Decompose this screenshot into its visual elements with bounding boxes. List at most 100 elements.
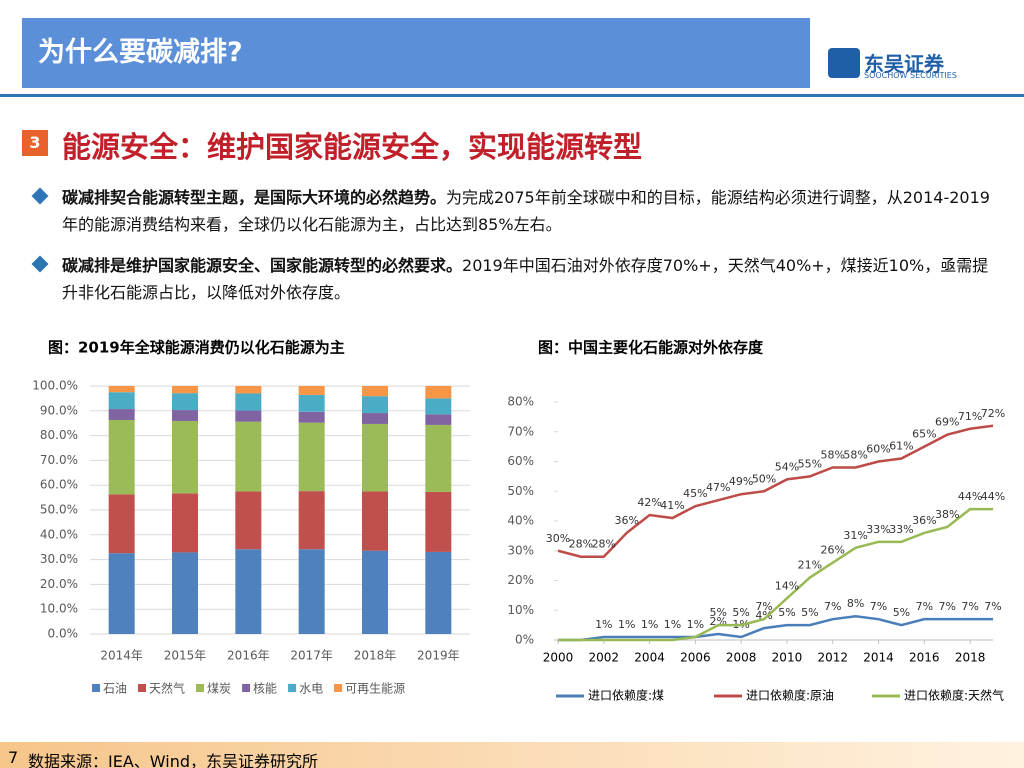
legend-swatch xyxy=(196,684,205,692)
line xyxy=(558,614,993,642)
value-label: 58% xyxy=(821,448,845,461)
page-number: 7 xyxy=(8,748,19,767)
section-number: 3 xyxy=(22,130,48,156)
chart-title: 图：中国主要化石能源对外依存度 xyxy=(538,339,764,357)
legend-label: 天然气 xyxy=(149,681,185,696)
bar-segment xyxy=(235,549,262,634)
value-label: 50% xyxy=(752,472,776,485)
bar-segment xyxy=(235,421,262,492)
legend-label: 进口依赖度:天然气 xyxy=(904,688,1004,703)
value-label: 1% xyxy=(687,618,704,631)
x-tick-label: 2006 xyxy=(680,651,711,665)
x-tick-label: 2010 xyxy=(772,651,803,665)
charts: 图：2019年全球能源消费仍以化石能源为主 0.0% 10.0% 20.0% 30.0%… xyxy=(32,339,1005,703)
bar-segment xyxy=(172,410,198,421)
value-label: 30% xyxy=(546,532,570,545)
legend-label: 进口依赖度:煤 xyxy=(588,688,664,703)
source: 数据来源：IEA、Wind，东吴证券研究所 xyxy=(28,752,318,768)
bar-segment xyxy=(298,411,325,423)
value-label: 7% xyxy=(984,600,1001,613)
value-label: 7% xyxy=(938,600,955,613)
value-label: 60% xyxy=(866,443,890,456)
y-tick-label: 40% xyxy=(507,514,534,528)
x-tick-label: 2014年 xyxy=(100,649,143,663)
y-tick-label: 50% xyxy=(507,484,534,498)
y-tick-label: 30.0% xyxy=(40,552,78,566)
value-label: 47% xyxy=(706,481,730,494)
value-label: 28% xyxy=(569,538,593,551)
header-bar xyxy=(22,18,810,88)
legend-swatch xyxy=(92,684,100,692)
value-label: 1% xyxy=(595,618,612,631)
line xyxy=(557,424,994,558)
y-tick-label: 80.0% xyxy=(40,428,78,442)
value-label: 8% xyxy=(847,597,864,610)
y-tick-label: 10.0% xyxy=(40,602,78,616)
bullet-bold: 碳减排契合能源转型主题，是国际大环境的必然趋势。 xyxy=(62,188,447,207)
x-tick-label: 2017年 xyxy=(290,649,333,663)
legend-label: 进口依赖度:原油 xyxy=(746,688,834,703)
header-line xyxy=(0,94,1024,97)
legend-label: 石油 xyxy=(103,682,127,696)
value-label: 31% xyxy=(843,529,867,542)
value-label: 7% xyxy=(916,600,933,613)
value-label: 4% xyxy=(755,609,772,622)
x-tick-label: 2004 xyxy=(634,651,665,665)
bar-segment xyxy=(362,550,388,634)
bar-segment xyxy=(298,491,325,550)
bar-segment xyxy=(235,393,262,411)
value-label: 33% xyxy=(889,523,913,536)
y-tick-label: 70.0% xyxy=(40,453,78,467)
bar-segment xyxy=(235,386,262,394)
y-tick-label: 30% xyxy=(507,543,534,557)
bar-segment xyxy=(425,551,452,634)
value-label: 5% xyxy=(801,606,818,619)
legend-swatch xyxy=(242,684,251,692)
bar-segment xyxy=(425,491,452,552)
bullet-bold: 碳减排是维护国家能源安全、国家能源转型的必然要求。 xyxy=(62,256,463,275)
legend-swatch xyxy=(288,684,297,692)
x-tick-label: 2018年 xyxy=(354,649,397,663)
section-title: 能源安全：维护国家能源安全，实现能源转型 xyxy=(62,130,643,164)
value-label: 26% xyxy=(821,544,845,557)
value-label: 5% xyxy=(778,606,795,619)
x-tick-label: 2016 xyxy=(909,651,940,665)
value-label: 1% xyxy=(618,618,635,631)
chart-title: 图：2019年全球能源消费仍以化石能源为主 xyxy=(48,339,345,357)
legend-label: 核能 xyxy=(253,682,277,696)
y-tick-label: 100.0% xyxy=(32,379,78,393)
bar-segment xyxy=(172,493,198,553)
bar-segment xyxy=(172,420,198,494)
logo-subtext: SOOCHOW SECURITIES xyxy=(864,71,957,80)
y-tick-label: 40.0% xyxy=(40,527,78,541)
legend-swatch xyxy=(334,684,343,692)
y-tick-label: 80% xyxy=(507,395,534,409)
logo-icon xyxy=(828,48,860,78)
value-label: 7% xyxy=(824,600,841,613)
bar-segment xyxy=(172,552,198,634)
x-tick-label: 2016年 xyxy=(227,649,270,663)
value-label: 7% xyxy=(961,600,978,613)
value-label: 42% xyxy=(637,496,661,509)
value-label: 69% xyxy=(935,416,959,429)
header-title: 为什么要碳减排? xyxy=(38,37,243,68)
y-tick-label: 50.0% xyxy=(40,503,78,517)
x-tick-label: 2018 xyxy=(955,651,986,665)
bar-segment xyxy=(425,414,452,425)
legend-swatch xyxy=(138,684,147,692)
y-tick-label: 70% xyxy=(507,424,534,438)
value-label: 38% xyxy=(935,508,959,521)
footer-bar xyxy=(0,742,1024,768)
bar-segment xyxy=(108,419,135,495)
bullet-text: 为完成2075年前全球碳中和的目标，能源结构必须进行调整，从2014-2019年… xyxy=(62,188,990,234)
value-label: 28% xyxy=(592,538,616,551)
value-label: 36% xyxy=(614,514,638,527)
legend-label: 可再生能源 xyxy=(345,682,405,696)
x-tick-label: 2002 xyxy=(589,651,620,665)
bar-segment xyxy=(235,410,262,422)
bar-segment xyxy=(172,393,198,411)
line xyxy=(558,507,993,642)
bar-segment xyxy=(362,413,388,424)
y-tick-label: 20% xyxy=(507,573,534,587)
value-label: 7% xyxy=(755,600,772,613)
